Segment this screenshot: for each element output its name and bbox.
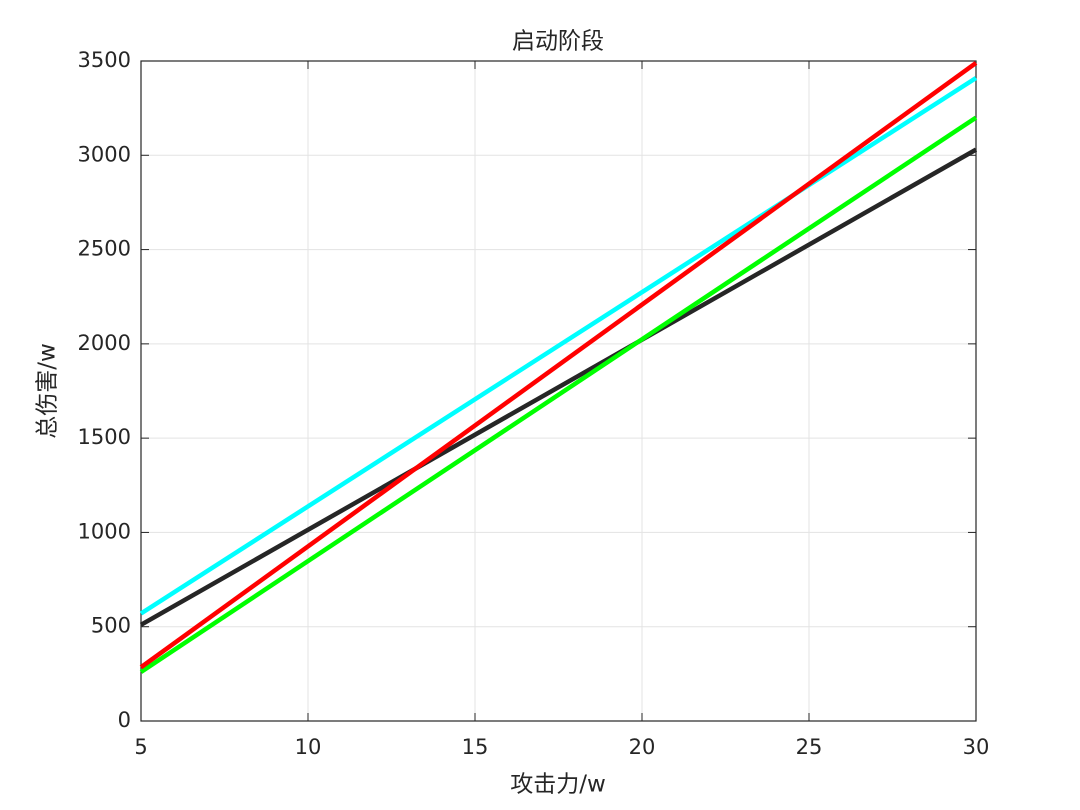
data-line (139, 115, 978, 674)
x-tick-label: 5 (134, 735, 147, 759)
y-tick-label: 2500 (78, 237, 131, 261)
chart-title: 启动阶段 (512, 29, 604, 55)
y-tick-label: 0 (118, 708, 131, 732)
x-tick-label: 30 (963, 735, 990, 759)
x-tick-label: 15 (462, 735, 489, 759)
axes-box (140, 60, 977, 722)
y-tick-label: 1000 (78, 519, 131, 543)
x-tick-label: 10 (295, 735, 322, 759)
x-tick-label: 20 (629, 735, 656, 759)
data-line (139, 76, 978, 616)
y-tick-label: 500 (91, 614, 131, 638)
y-tick-label: 3000 (78, 142, 131, 166)
x-tick-label: 25 (796, 735, 823, 759)
data-line (139, 61, 978, 670)
y-tick-label: 1500 (78, 425, 131, 449)
y-tick-label: 3500 (78, 48, 131, 72)
data-line (139, 147, 978, 627)
y-axis-label: 总伤害/w (35, 343, 61, 439)
x-axis-label: 攻击力/w (510, 772, 606, 798)
y-tick-label: 2000 (78, 331, 131, 355)
